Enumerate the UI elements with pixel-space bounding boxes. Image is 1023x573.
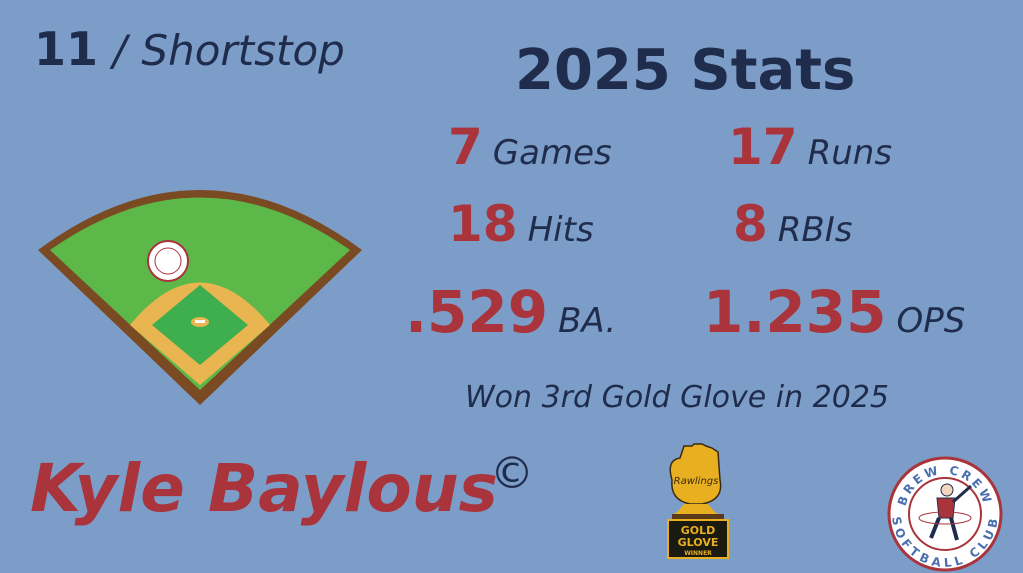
player-name: Kyle Baylous xyxy=(30,450,498,527)
stat-value: 7 xyxy=(448,118,483,176)
separator: / xyxy=(112,26,127,75)
baseball-field-icon xyxy=(38,190,362,405)
stat-label: OPS xyxy=(896,301,966,341)
award-line: GLOVE xyxy=(678,536,719,549)
stat-ops: 1.235 OPS xyxy=(703,278,965,346)
jersey-position: 11 / Shortstop xyxy=(34,22,345,76)
copyright-symbol: © xyxy=(490,448,534,499)
stat-rbis: 8 RBIs xyxy=(733,195,853,253)
stats-title: 2025 Stats xyxy=(515,38,856,103)
award-line: GOLD xyxy=(681,524,716,537)
stat-label: Runs xyxy=(807,133,893,173)
award-note: Won 3rd Gold Glove in 2025 xyxy=(465,380,889,415)
stat-games: 7 Games xyxy=(448,118,612,176)
batter-icon xyxy=(918,483,972,541)
gold-glove-trophy-icon: Rawlings GOLD GLOVE WINNER xyxy=(667,443,729,559)
position: Shortstop xyxy=(141,26,345,75)
stat-label: BA. xyxy=(558,301,617,341)
jersey-number: 11 xyxy=(34,22,99,76)
stat-value: 1.235 xyxy=(703,278,887,346)
mini-logo-icon xyxy=(147,240,189,282)
stat-hits: 18 Hits xyxy=(448,195,594,253)
award-line: WINNER xyxy=(684,550,712,557)
stat-label: Hits xyxy=(527,210,594,250)
stat-ba: .529 BA. xyxy=(405,278,616,346)
stat-value: 18 xyxy=(448,195,518,253)
stat-label: RBIs xyxy=(777,210,853,250)
stat-value: 17 xyxy=(728,118,798,176)
rawlings-text: Rawlings xyxy=(674,476,719,487)
stat-runs: 17 Runs xyxy=(728,118,892,176)
stat-value: 8 xyxy=(733,195,768,253)
stat-value: .529 xyxy=(405,278,549,346)
brew-crew-logo: BREW CREW SOFTBALL CLUB xyxy=(887,456,1003,572)
stat-label: Games xyxy=(492,133,612,173)
